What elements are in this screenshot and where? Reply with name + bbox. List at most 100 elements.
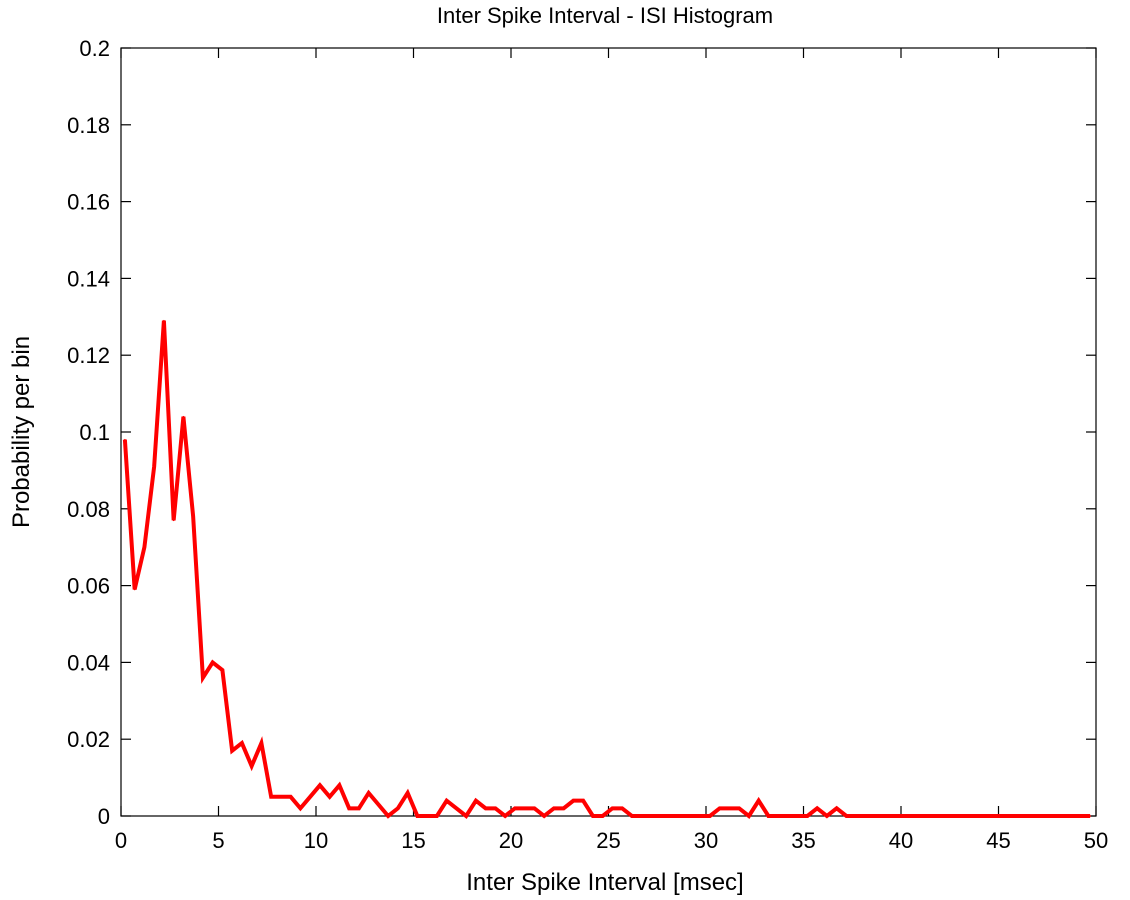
data-point <box>211 661 214 664</box>
data-point <box>416 815 419 817</box>
data-point <box>338 784 341 787</box>
y-tick-label: 0.16 <box>67 190 110 215</box>
axis-tick-labels: 0 5 10 15 20 25 30 35 40 45 50 0 0.02 0.04 0.06 0.08 0.1… <box>67 36 1108 853</box>
data-point <box>309 796 311 798</box>
data-point <box>562 807 565 810</box>
data-point <box>845 815 848 817</box>
x-tick-label: 5 <box>212 828 224 853</box>
data-point <box>709 815 711 817</box>
data-point <box>172 519 175 522</box>
data-point <box>280 796 282 798</box>
data-point <box>787 815 789 817</box>
axis-ticks <box>120 47 1097 817</box>
series-line <box>122 320 1091 819</box>
y-tick-label: 0.1 <box>79 420 110 445</box>
y-tick-label: 0.08 <box>67 497 110 522</box>
data-point <box>835 807 838 810</box>
data-point <box>572 799 575 802</box>
data-point <box>679 815 682 817</box>
x-tick-label: 25 <box>596 828 620 853</box>
data-point <box>640 815 643 817</box>
y-tick-label: 0 <box>98 804 110 829</box>
data-point <box>913 815 916 817</box>
data-point <box>1050 815 1052 817</box>
data-point <box>319 784 321 787</box>
data-point <box>328 796 331 798</box>
data-point <box>514 807 516 810</box>
data-point <box>465 815 467 817</box>
data-point <box>894 815 896 817</box>
data-point <box>650 815 653 817</box>
y-tick-label: 0.02 <box>67 727 110 752</box>
data-point <box>865 815 867 817</box>
y-axis-label: Probability per bin <box>8 336 35 528</box>
data-point <box>533 807 536 810</box>
data-point <box>660 815 662 817</box>
data-point <box>1011 815 1013 817</box>
x-tick-label: 10 <box>304 828 328 853</box>
data-point <box>406 792 409 794</box>
data-point <box>1040 815 1043 817</box>
data-point <box>484 807 487 810</box>
y-tick-label: 0.18 <box>67 113 110 138</box>
data-point <box>748 815 750 817</box>
x-tick-label: 0 <box>115 828 127 853</box>
data-point <box>153 465 155 468</box>
data-point <box>923 815 926 817</box>
data-point <box>728 807 731 810</box>
data-point <box>904 815 906 817</box>
data-point <box>601 815 604 817</box>
data-point <box>192 515 194 518</box>
data-point <box>972 815 974 817</box>
y-tick-label: 0.04 <box>67 650 110 675</box>
data-point <box>855 815 857 817</box>
data-point <box>163 319 165 322</box>
data-point <box>1001 815 1004 817</box>
data-point <box>221 669 224 671</box>
data-point <box>523 807 526 810</box>
data-point <box>991 815 994 817</box>
data-point <box>231 749 233 752</box>
data-point <box>348 807 350 810</box>
data-point <box>299 807 302 810</box>
series-layer <box>122 319 1091 819</box>
data-point <box>436 815 438 817</box>
data-point <box>202 676 204 679</box>
data-point <box>962 815 965 817</box>
data-point <box>1021 815 1023 817</box>
x-tick-label: 50 <box>1084 828 1108 853</box>
data-point <box>982 815 984 817</box>
data-point <box>1089 815 1091 817</box>
data-point <box>475 799 477 802</box>
data-point <box>670 815 672 817</box>
y-tick-label: 0.06 <box>67 574 110 599</box>
data-point <box>387 815 389 817</box>
data-point <box>504 815 506 817</box>
data-point <box>358 807 360 810</box>
data-point <box>933 815 935 817</box>
data-point <box>182 415 185 418</box>
y-tick-label: 0.2 <box>79 36 110 61</box>
x-tick-label: 45 <box>986 828 1010 853</box>
data-point <box>631 815 633 817</box>
data-point <box>250 765 253 767</box>
data-point <box>611 807 614 810</box>
x-tick-label: 20 <box>499 828 523 853</box>
data-point <box>397 807 399 810</box>
data-point <box>796 815 799 817</box>
data-point <box>582 799 584 802</box>
data-point <box>767 815 770 817</box>
data-point <box>1069 815 1072 817</box>
data-point <box>445 799 448 802</box>
data-point <box>1060 815 1062 817</box>
data-point <box>884 815 887 817</box>
data-point <box>943 815 945 817</box>
data-point <box>260 742 263 744</box>
plot-area-frame <box>120 47 1097 817</box>
data-point <box>738 807 740 810</box>
data-point <box>874 815 877 817</box>
data-point <box>952 815 955 817</box>
data-point <box>377 803 380 806</box>
data-point <box>124 438 126 441</box>
